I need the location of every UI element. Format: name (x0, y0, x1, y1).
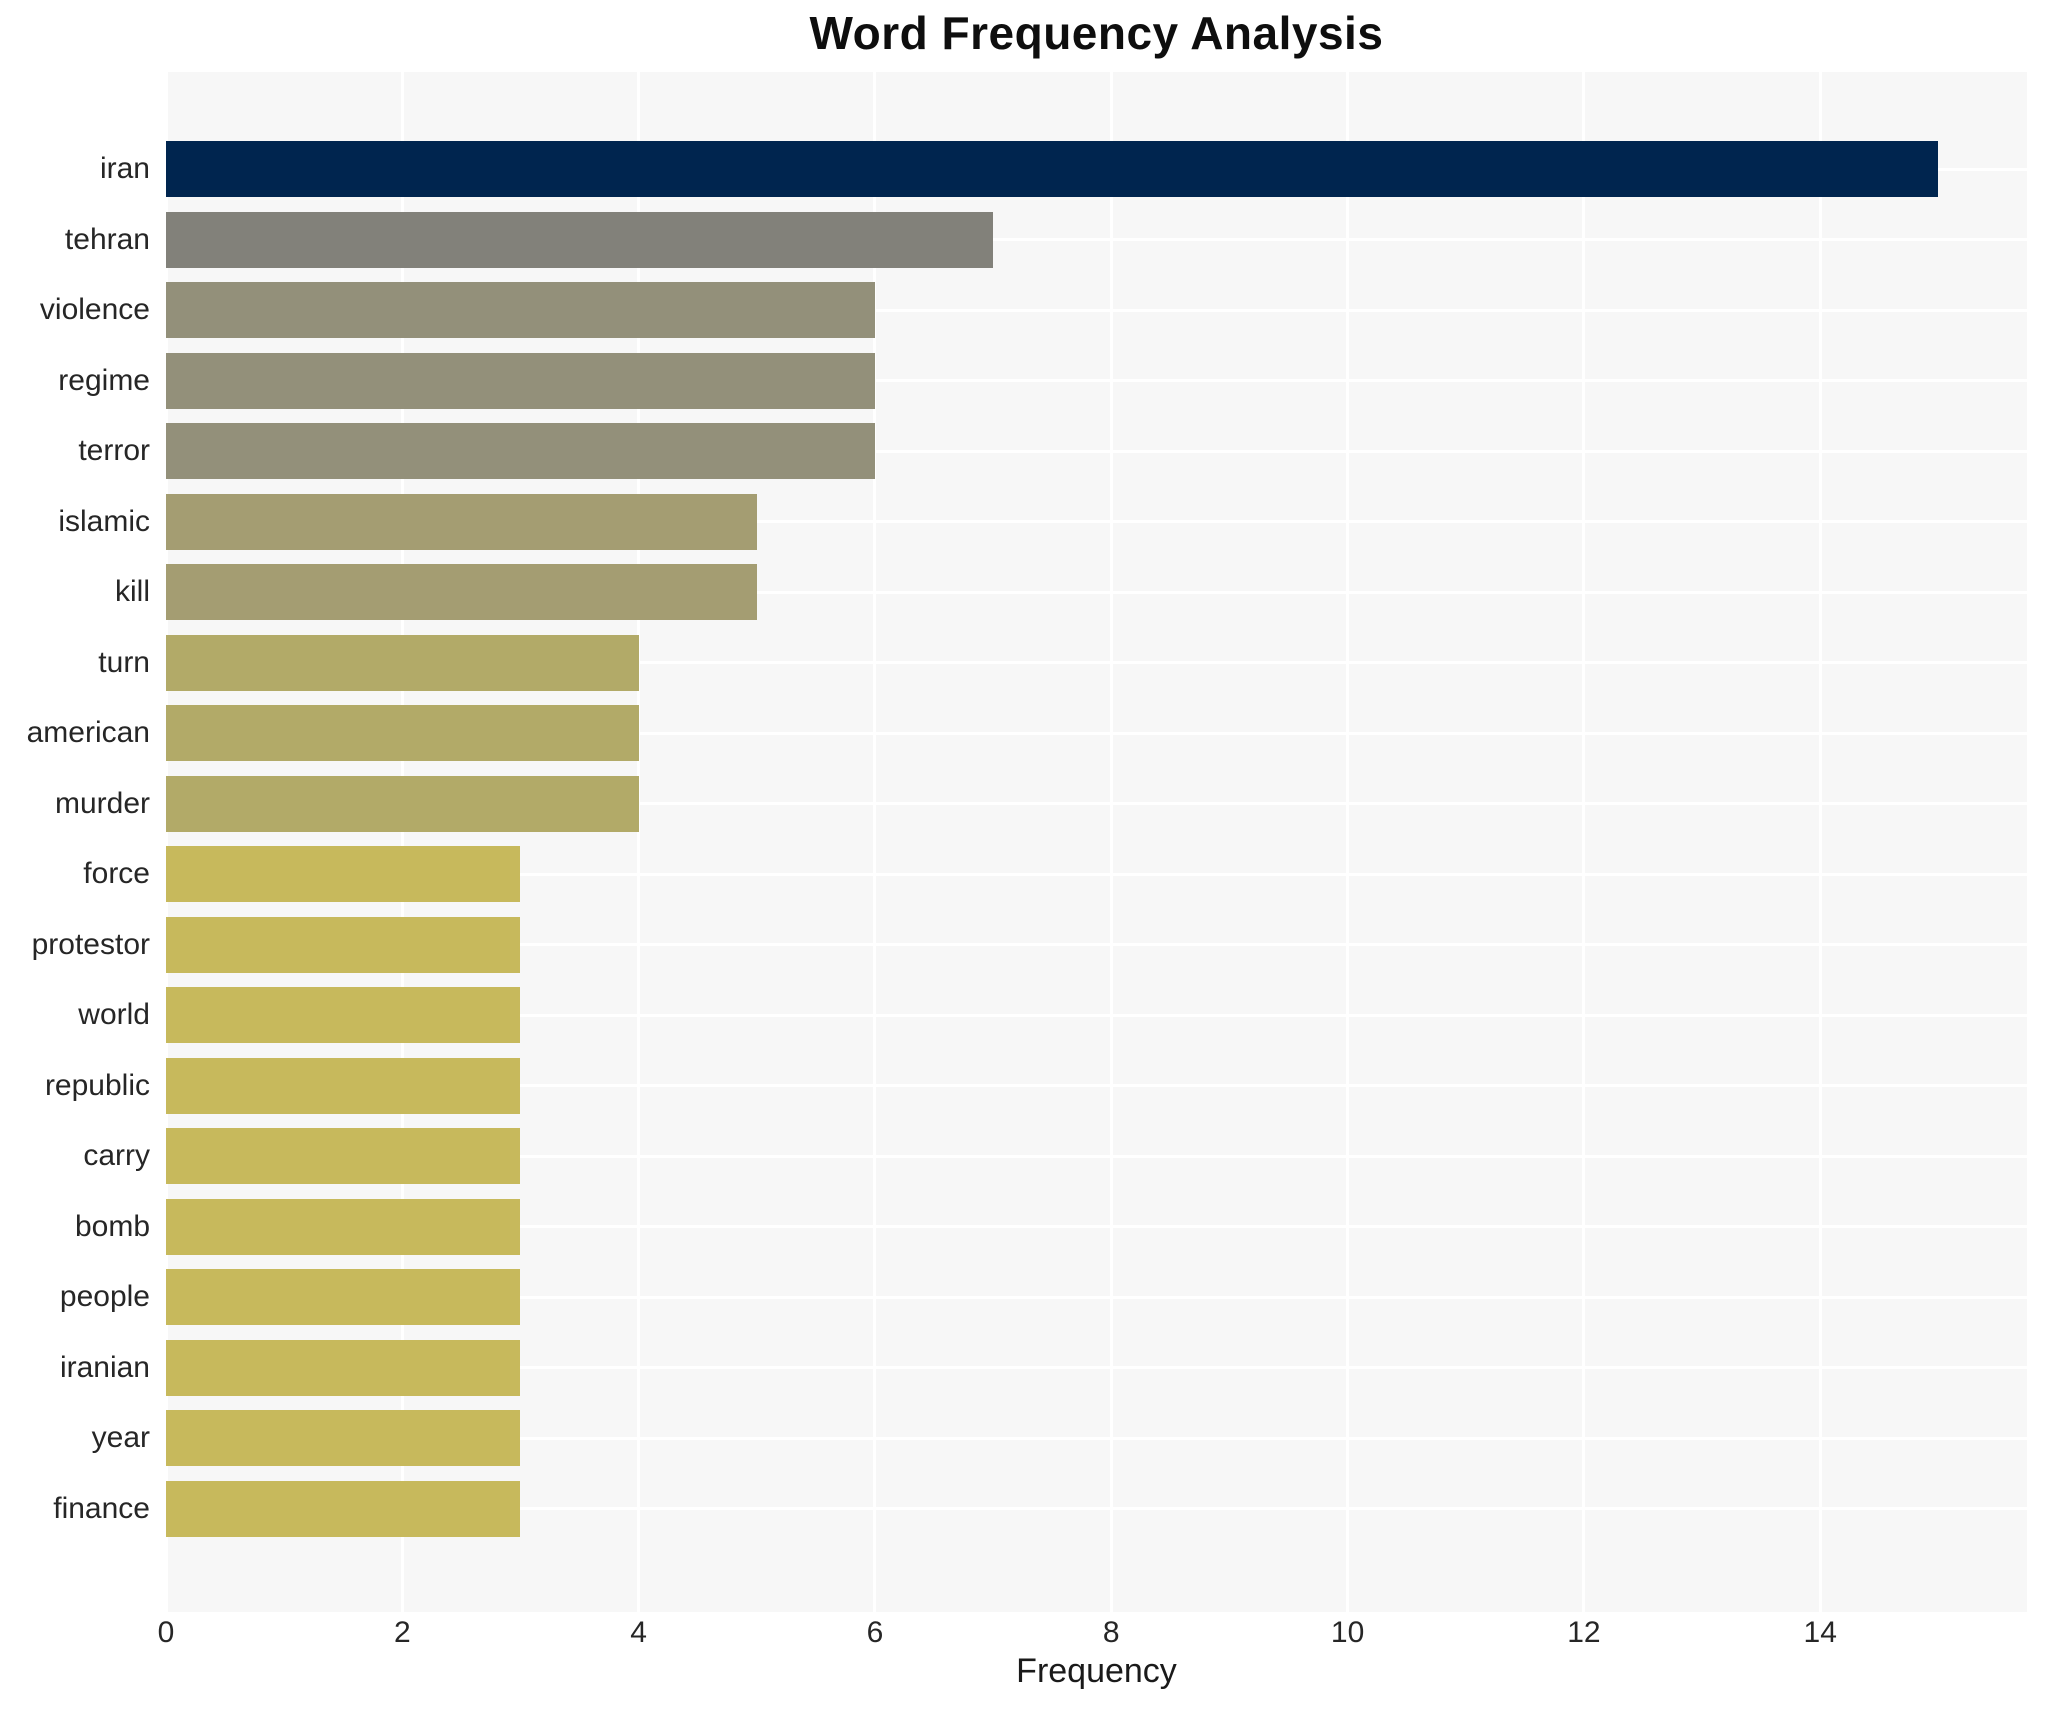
category-label-bomb: bomb (74, 1209, 150, 1243)
bar-turn (166, 634, 639, 691)
category-label-terror: terror (78, 434, 150, 467)
category-label-kill: kill (115, 575, 150, 608)
gridline-vertical (400, 72, 404, 1612)
x-tick-label-6: 6 (866, 1616, 884, 1649)
x-tick-label-12: 12 (1567, 1616, 1601, 1649)
category-label-carry: carry (83, 1139, 150, 1172)
chart-title: Word Frequency Analysis (809, 7, 1384, 59)
gridline-horizontal (166, 661, 2027, 664)
bar-carry (166, 1128, 521, 1184)
bar-iranian (166, 1339, 521, 1396)
bar-kill (166, 564, 757, 620)
category-label-iranian: iranian (59, 1350, 150, 1384)
category-label-finance: finance (53, 1491, 150, 1525)
gridline-horizontal (166, 590, 2027, 594)
gridline-horizontal (166, 1013, 2027, 1017)
bar-islamic (166, 493, 757, 550)
gridline-horizontal (166, 1366, 2027, 1369)
category-label-regime: regime (58, 363, 150, 397)
gridline-horizontal (166, 1084, 2027, 1087)
gridline-horizontal (166, 1225, 2027, 1228)
gridline-horizontal (166, 731, 2027, 735)
category-label-iran: iran (99, 152, 150, 185)
bar-violence (166, 282, 875, 338)
gridline-horizontal (166, 1436, 2027, 1440)
x-tick-label-8: 8 (1102, 1616, 1120, 1649)
category-label-republic: republic (44, 1068, 150, 1102)
bar-tehran (166, 211, 994, 268)
gridline-horizontal (166, 379, 2027, 382)
gridline-horizontal (166, 802, 2027, 805)
bar-murder (166, 775, 639, 832)
gridline-horizontal (166, 449, 2027, 453)
gridline-horizontal (166, 943, 2027, 946)
bar-people (166, 1269, 521, 1325)
gridline-vertical (1109, 72, 1113, 1612)
gridline-vertical (873, 72, 877, 1612)
bar-year (166, 1410, 521, 1466)
gridline-horizontal (166, 1154, 2027, 1158)
x-tick-label-4: 4 (630, 1616, 647, 1649)
category-label-force: force (83, 857, 150, 890)
x-tick-label-0: 0 (157, 1616, 175, 1649)
gridline-horizontal (166, 238, 2027, 241)
bar-protestor (166, 916, 521, 973)
category-label-world: world (78, 998, 150, 1031)
gridline-horizontal (166, 308, 2027, 312)
gridline-vertical (1582, 72, 1586, 1612)
category-label-islamic: islamic (58, 504, 150, 538)
bar-terror (166, 423, 875, 479)
plot-area (164, 72, 2027, 1612)
bar-republic (166, 1057, 521, 1114)
bar-regime (166, 352, 875, 409)
category-label-violence: violence (39, 293, 150, 326)
category-label-people: people (59, 1280, 150, 1313)
bar-force (166, 846, 521, 902)
gridline-vertical (1818, 72, 1822, 1612)
category-label-murder: murder (54, 786, 150, 820)
bar-finance (166, 1480, 521, 1537)
gridline-horizontal (166, 872, 2027, 876)
x-axis-label: Frequency (1016, 1652, 1177, 1690)
gridline-horizontal (166, 1295, 2027, 1299)
category-label-turn: turn (98, 645, 150, 679)
gridline-vertical (637, 72, 641, 1612)
category-label-year: year (91, 1421, 150, 1454)
x-tick-label-14: 14 (1803, 1616, 1837, 1649)
bar-world (166, 987, 521, 1043)
x-tick-label-10: 10 (1330, 1616, 1365, 1649)
category-label-american: american (26, 716, 150, 749)
category-label-tehran: tehran (64, 222, 150, 256)
category-label-protestor: protestor (31, 927, 150, 961)
bar-american (166, 705, 639, 761)
bar-iran (166, 141, 1939, 197)
gridline-horizontal (166, 1507, 2027, 1510)
bar-bomb (166, 1198, 521, 1255)
gridline-vertical (164, 72, 168, 1612)
gridline-horizontal (166, 520, 2027, 523)
gridline-vertical (1346, 72, 1350, 1612)
x-tick-label-2: 2 (393, 1616, 411, 1649)
